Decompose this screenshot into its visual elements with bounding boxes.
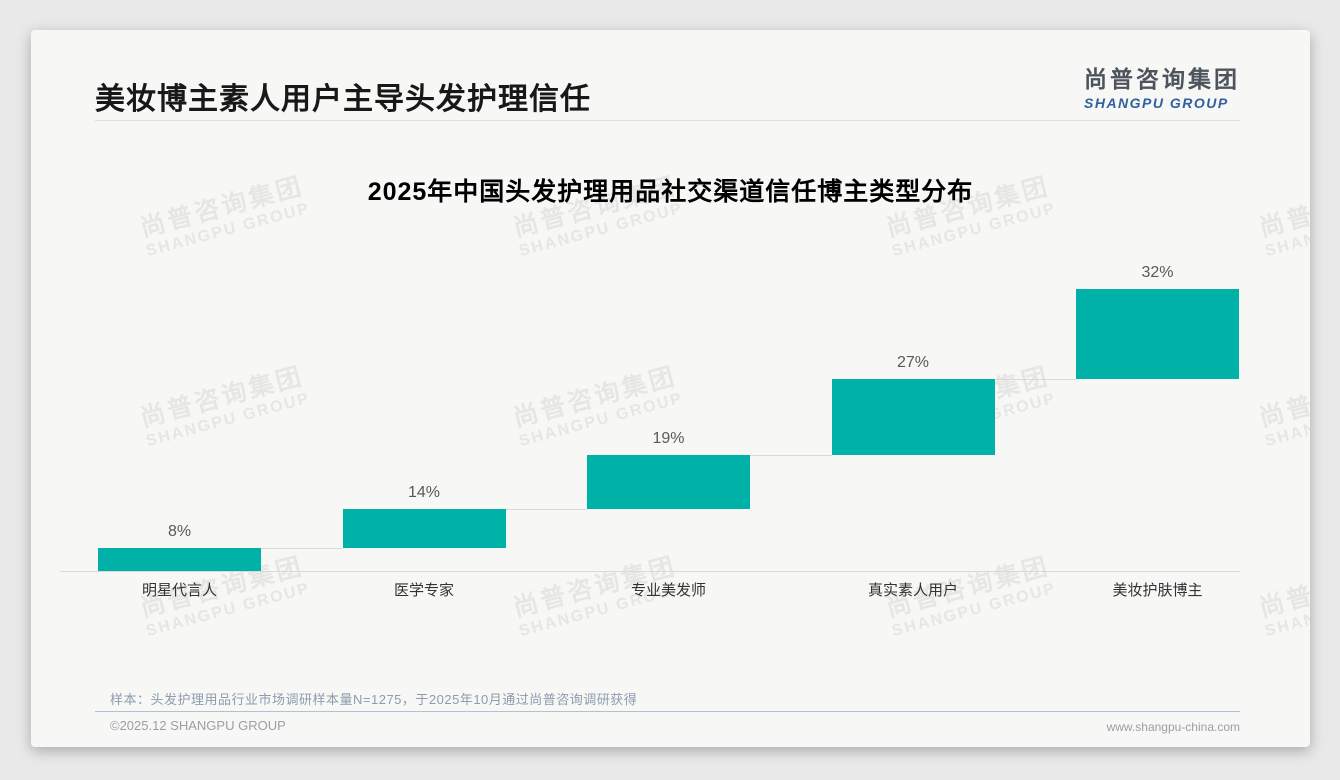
sample-note: 样本：头发护理用品行业市场调研样本量N=1275，于2025年10月通过尚普咨询…: [110, 692, 638, 707]
step-connector-line: [261, 548, 343, 550]
category-label: 明星代言人: [141, 582, 217, 599]
waterfall-chart: 8% 明星代言人 14% 医学专家 19% 专业美发师 27% 真实素人用户 32% 美妆护肤博主: [31, 30, 1310, 747]
waterfall-bar: [587, 455, 750, 509]
copyright-text: ©2025.12 SHANGPU GROUP: [110, 718, 286, 733]
bar-value-label: 8%: [167, 523, 192, 541]
bar-value-label: 27%: [896, 354, 930, 372]
page-title: 美妆博主素人用户主导头发护理信任: [95, 83, 591, 116]
website-url: www.shangpu-china.com: [1106, 720, 1240, 734]
logo-english-text: SHANGPU GROUP: [1084, 95, 1229, 111]
waterfall-bar: [1076, 289, 1239, 380]
category-label: 真实素人用户: [867, 582, 958, 599]
waterfall-bar: [831, 379, 995, 456]
waterfall-bar: [98, 548, 261, 571]
bar-value-label: 14%: [407, 483, 441, 501]
logo-chinese-text: 尚普咨询集团: [1084, 66, 1240, 92]
footer-divider: [95, 711, 1240, 712]
bar-value-label: 32%: [1141, 264, 1174, 281]
shangpu-logo: 尚普咨询集团 SHANGPU GROUP: [1084, 60, 1240, 111]
report-card: 尚普咨询集团 SHANGPU GROUP 尚普咨询集团 SHANGPU GROUP 尚普…: [31, 30, 1310, 747]
step-connector-line: [750, 455, 832, 457]
header-divider: [95, 120, 1240, 121]
step-connector-line: [505, 508, 587, 510]
category-label: 专业美发师: [630, 582, 706, 599]
step-connector-line: [994, 379, 1076, 381]
category-label: 美妆护肤博主: [1112, 582, 1203, 599]
category-label: 医学专家: [393, 582, 454, 599]
bar-value-label: 19%: [652, 430, 685, 448]
chart-title: 2025年中国头发护理用品社交渠道信任博主类型分布: [367, 178, 974, 206]
x-axis-baseline: [60, 571, 1240, 572]
waterfall-bar: [342, 508, 506, 549]
